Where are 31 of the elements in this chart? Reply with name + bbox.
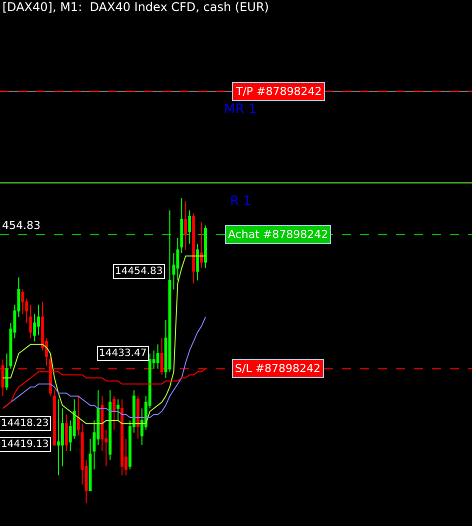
candlestick [5, 353, 8, 391]
candlestick [112, 396, 116, 430]
text: 14454.83 [115, 266, 163, 277]
annotation: S/L #87898242 [235, 362, 321, 375]
candlestick [204, 225, 207, 269]
candlestick [76, 396, 80, 436]
candlestick [29, 304, 32, 339]
candlestick [184, 200, 188, 250]
annotation: 454.83 [2, 219, 40, 232]
candlestick [116, 398, 120, 422]
candlestick [136, 396, 140, 440]
ref-line-label: MR 1 [224, 102, 257, 117]
text: 14418.23 [1, 418, 49, 429]
candlestick [88, 438, 92, 492]
candlestick [188, 210, 192, 244]
candlestick [120, 398, 124, 476]
candlestick [64, 414, 68, 452]
candlestick [156, 344, 160, 370]
chart-title: [DAX40], M1: DAX40 Index CFD, cash (EUR) [2, 0, 269, 14]
candlestick [192, 212, 196, 284]
candlestick [56, 398, 60, 476]
annotation: T/P #87898242 [235, 85, 322, 98]
text: 14419.13 [1, 439, 49, 450]
candlestick [52, 390, 56, 446]
annotation: Achat #87898242 [228, 228, 328, 241]
text: 14433.47 [99, 348, 147, 359]
candlestick [196, 243, 200, 281]
ref-line-label: R 1 [230, 194, 252, 209]
candlestick [200, 222, 204, 269]
candlestick [180, 198, 184, 254]
candlestick [108, 390, 112, 461]
